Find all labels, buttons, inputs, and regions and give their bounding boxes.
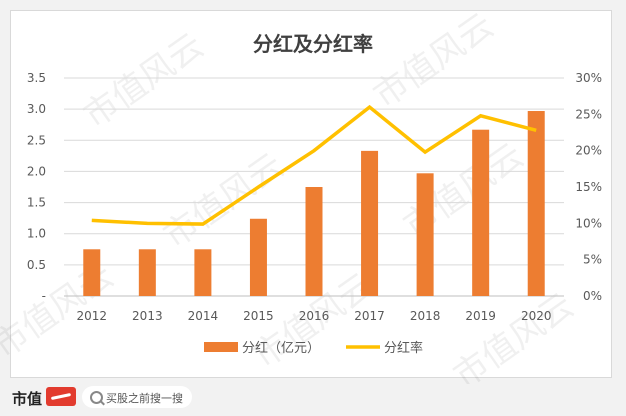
bar <box>194 249 212 296</box>
bar <box>416 173 434 296</box>
x-tick-label: 2013 <box>132 309 163 323</box>
right-tick-label: 10% <box>575 216 602 230</box>
bar <box>305 187 323 296</box>
left-tick-label: 2.0 <box>27 164 46 178</box>
line-series <box>91 104 537 226</box>
x-tick-label: 2018 <box>410 309 441 323</box>
watermark-text: 市值风云 <box>447 286 581 384</box>
right-tick-label: 5% <box>583 253 602 267</box>
left-tick-label: - <box>42 289 46 303</box>
legend: 分红（亿元） 分红率 <box>204 340 423 356</box>
bar <box>527 111 545 296</box>
chart-title: 分红及分红率 <box>253 32 373 56</box>
left-tick-label: 3.5 <box>27 71 46 85</box>
watermark-text: 市值风云 <box>77 26 211 137</box>
left-tick-label: 1.5 <box>27 196 46 210</box>
left-tick-label: 0.5 <box>27 258 46 272</box>
axes: - 0.5 1.0 1.5 2.0 2.5 3.0 3.5 0% 5% 10% 15% 20% 25% 30… <box>27 71 602 323</box>
left-tick-label: 3.0 <box>27 102 46 116</box>
x-tick-label: 2014 <box>188 309 219 323</box>
x-tick-label: 2012 <box>77 309 108 323</box>
search-placeholder: 买股之前搜一搜 <box>106 392 183 405</box>
x-tick-label: 2019 <box>465 309 496 323</box>
right-tick-label: 15% <box>575 180 602 194</box>
right-tick-label: 0% <box>583 289 602 303</box>
x-tick-label: 2020 <box>521 309 552 323</box>
x-tick-label: 2016 <box>299 309 330 323</box>
search-icon <box>90 391 103 404</box>
legend-label-bar: 分红（亿元） <box>242 340 320 356</box>
bar-series <box>83 111 545 296</box>
bar <box>361 150 379 296</box>
watermark-text: 市值风云 <box>157 146 291 257</box>
left-tick-label: 2.5 <box>27 133 46 147</box>
footer-bar: 市值 买股之前搜一搜 <box>0 384 626 410</box>
brand-logo-text: 市值 <box>12 390 43 408</box>
watermark-text: 市值风云 <box>367 6 501 117</box>
bar <box>249 218 267 296</box>
right-tick-label: 20% <box>575 144 602 158</box>
right-tick-label: 25% <box>575 107 602 121</box>
legend-swatch-bar <box>204 342 238 352</box>
legend-label-line: 分红率 <box>384 340 423 356</box>
brand-seal-icon <box>46 387 76 406</box>
right-tick-label: 30% <box>575 71 602 85</box>
bar <box>83 249 101 296</box>
left-tick-label: 1.0 <box>27 227 46 241</box>
x-tick-label: 2015 <box>243 309 274 323</box>
bar <box>138 249 156 296</box>
x-tick-label: 2017 <box>354 309 385 323</box>
search-box[interactable]: 买股之前搜一搜 <box>82 386 192 408</box>
bar <box>472 129 490 296</box>
